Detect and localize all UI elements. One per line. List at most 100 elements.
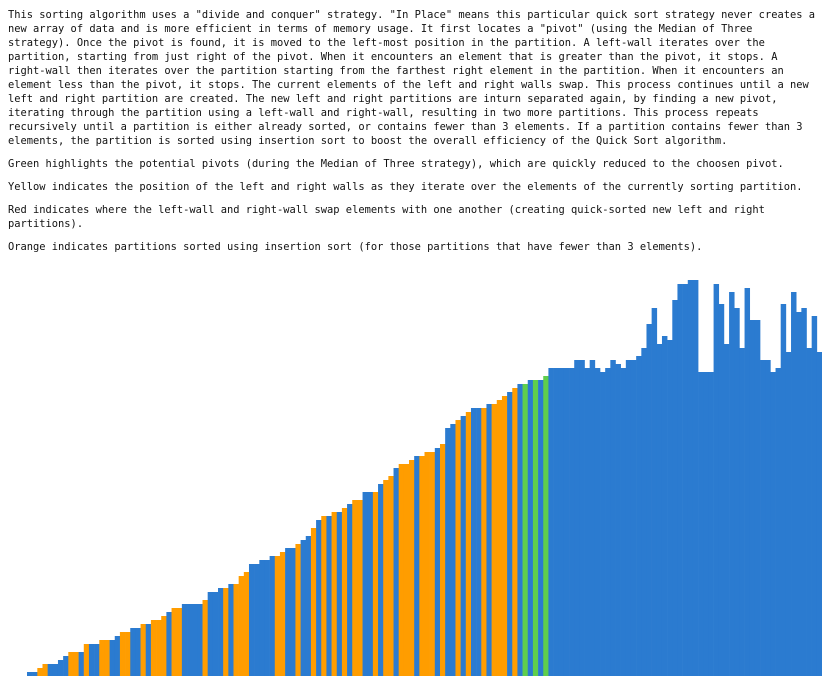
array-bar: [760, 360, 766, 676]
array-bar: [47, 664, 54, 676]
insertion-sorted-bar: [398, 464, 405, 676]
array-bar: [285, 548, 291, 676]
array-bar: [145, 624, 152, 676]
array-bar: [729, 292, 735, 676]
insertion-sorted-bar: [156, 620, 162, 676]
insertion-sorted-bar: [176, 608, 183, 676]
insertion-sorted-bar: [73, 652, 79, 676]
array-bar: [770, 372, 776, 676]
insertion-sorted-bar: [357, 500, 363, 676]
array-bar: [630, 360, 637, 676]
insertion-sorted-bar: [42, 664, 48, 676]
array-bar: [677, 284, 683, 676]
array-bar: [661, 336, 668, 676]
array-bar: [780, 304, 787, 676]
insertion-sorted-bar: [409, 460, 415, 676]
array-bar: [718, 304, 725, 676]
array-bar: [646, 324, 652, 676]
paragraph-orange-legend: Orange indicates partitions sorted using…: [8, 241, 703, 253]
array-bar: [316, 520, 322, 676]
array-bar: [723, 344, 730, 676]
insertion-sorted-bar: [403, 464, 410, 676]
paragraph-green-legend: Green highlights the potential pivots (d…: [8, 158, 784, 170]
insertion-sorted-bar: [341, 508, 348, 676]
array-bar: [470, 408, 477, 676]
array-bar: [450, 424, 456, 676]
array-bar: [656, 344, 663, 676]
insertion-sorted-bar: [104, 640, 110, 676]
array-bar: [187, 604, 193, 676]
array-bar: [63, 656, 69, 676]
array-bar: [692, 280, 699, 676]
array-bar: [109, 640, 116, 676]
insertion-sorted-bar: [99, 640, 105, 676]
insertion-sorted-bar: [429, 452, 436, 676]
insertion-sorted-bar: [223, 588, 229, 676]
insertion-sorted-bar: [171, 608, 178, 676]
array-bar: [749, 320, 756, 676]
array-bar: [558, 368, 565, 676]
array-bar: [57, 660, 64, 676]
array-bar: [166, 612, 172, 676]
array-bar: [476, 408, 482, 676]
array-bar: [414, 456, 420, 676]
array-bar: [527, 380, 534, 676]
insertion-sorted-bar: [37, 668, 43, 676]
array-bar: [744, 288, 751, 676]
array-bar: [625, 360, 632, 676]
array-bar: [486, 404, 492, 676]
array-bar: [667, 340, 673, 676]
array-bar: [135, 628, 141, 676]
array-bar: [114, 636, 121, 676]
array-bar: [785, 352, 792, 676]
array-bar: [517, 384, 523, 676]
insertion-sorted-bar: [331, 512, 338, 676]
array-bar: [393, 468, 399, 676]
array-bar: [682, 284, 689, 676]
array-bar: [347, 504, 353, 676]
array-bar: [605, 368, 611, 676]
insertion-sorted-bar: [150, 620, 157, 676]
array-bar: [574, 360, 580, 676]
array-bar: [367, 492, 374, 676]
paragraph-algorithm-overview: This sorting algorithm uses a "divide an…: [8, 9, 815, 147]
array-bar: [754, 320, 761, 676]
insertion-sorted-bar: [125, 632, 131, 676]
insertion-sorted-bar: [491, 404, 498, 676]
insertion-sorted-bar: [465, 412, 472, 676]
array-bar: [801, 308, 807, 676]
array-bar: [594, 368, 601, 676]
insertion-sorted-bar: [419, 456, 425, 676]
array-bar: [192, 604, 198, 676]
array-bar: [460, 416, 467, 676]
insertion-sorted-bar: [424, 452, 430, 676]
insertion-sorted-bar: [119, 632, 126, 676]
array-bar: [434, 448, 441, 676]
array-bar: [445, 428, 451, 676]
array-bar: [212, 592, 219, 676]
array-bar: [589, 360, 596, 676]
array-bar: [584, 368, 590, 676]
paragraph-red-legend: Red indicates where the left-wall and ri…: [8, 204, 765, 230]
array-bar: [130, 628, 136, 676]
array-bar: [698, 372, 704, 676]
paragraph-yellow-legend: Yellow indicates the position of the lef…: [8, 181, 803, 193]
array-bar: [739, 348, 745, 676]
insertion-sorted-bar: [481, 408, 487, 676]
insertion-sorted-bar: [512, 388, 518, 676]
array-bar: [641, 348, 647, 676]
array-bar: [538, 380, 544, 676]
array-bar: [88, 644, 95, 676]
array-bar: [362, 492, 369, 676]
pivot-candidate-bar: [522, 384, 529, 676]
insertion-sorted-bar: [83, 644, 90, 676]
array-bar: [32, 672, 38, 676]
description-text: This sorting algorithm uses a "divide an…: [8, 8, 818, 263]
array-bar: [636, 356, 642, 676]
array-bar: [228, 584, 234, 676]
insertion-sorted-bar: [496, 400, 503, 676]
array-bar: [52, 664, 59, 676]
array-bar: [197, 604, 203, 676]
array-bar: [708, 372, 714, 676]
array-bar: [300, 540, 307, 676]
